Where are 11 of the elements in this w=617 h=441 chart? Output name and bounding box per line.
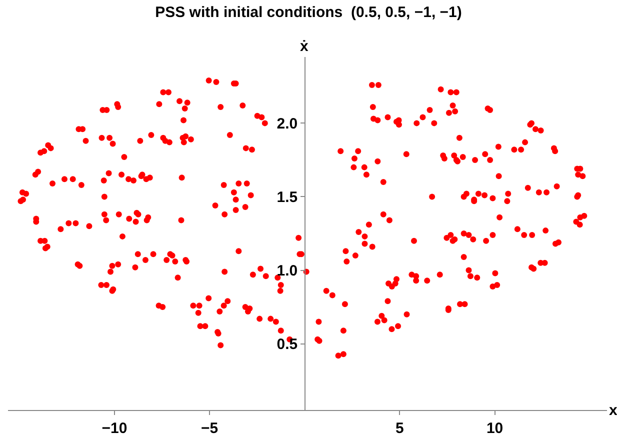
y-tick-label: 2.0 bbox=[276, 115, 298, 132]
x-tick-label: 10 bbox=[486, 420, 504, 437]
y-axis-title: ẋ bbox=[300, 38, 309, 55]
x-axis-title: x bbox=[609, 402, 617, 419]
y-tick-label: 1.0 bbox=[276, 262, 298, 280]
x-tick-label: −10 bbox=[102, 420, 128, 437]
x-tick-label: 5 bbox=[396, 420, 404, 437]
x-tick-label: −5 bbox=[201, 420, 218, 437]
chart-title: PSS with initial conditions (0.5, 0.5, −1, −1) bbox=[155, 4, 462, 22]
y-tick-label: 0.5 bbox=[276, 336, 298, 354]
y-tick-label: 1.5 bbox=[276, 188, 298, 206]
